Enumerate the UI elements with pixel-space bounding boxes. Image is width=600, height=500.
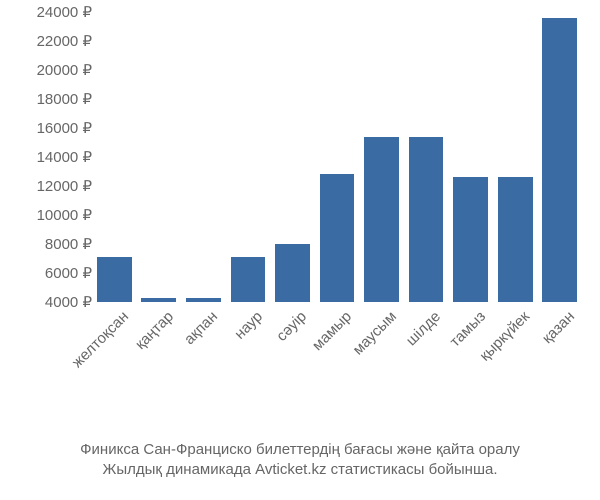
bar [320,174,355,302]
y-tick-label: 14000 ₽ [8,148,92,166]
plot-area: 4000 ₽6000 ₽8000 ₽10000 ₽12000 ₽14000 ₽1… [92,12,582,302]
bar [542,18,577,302]
bar [409,137,444,302]
y-tick-label: 16000 ₽ [8,119,92,137]
bar [186,298,221,302]
bars-container [92,12,582,302]
bar [453,177,488,302]
bar [231,257,266,302]
y-tick-label: 6000 ₽ [8,264,92,282]
caption-line-1: Финикса Сан-Франциско билеттердің бағасы… [0,440,600,460]
y-axis: 4000 ₽6000 ₽8000 ₽10000 ₽12000 ₽14000 ₽1… [0,12,92,302]
y-tick-label: 18000 ₽ [8,90,92,108]
y-tick-label: 24000 ₽ [8,3,92,21]
bar [275,244,310,302]
y-tick-label: 20000 ₽ [8,61,92,79]
y-tick-label: 10000 ₽ [8,206,92,224]
bar [364,137,399,302]
price-chart: 4000 ₽ 6000 ₽ 8000 ₽ 10000 ₽ 12000 ₽ 14000 ₽ 1… [0,0,600,500]
y-tick-label: 22000 ₽ [8,32,92,50]
chart-caption: Финикса Сан-Франциско билеттердің бағасы… [0,440,600,481]
bar [97,257,132,302]
bar [498,177,533,302]
bar [141,298,176,302]
y-tick-label: 12000 ₽ [8,177,92,195]
caption-line-2: Жылдық динамикада Avticket.kz статистика… [0,460,600,480]
y-tick-label: 8000 ₽ [8,235,92,253]
y-tick-label: 4000 ₽ [8,293,92,311]
